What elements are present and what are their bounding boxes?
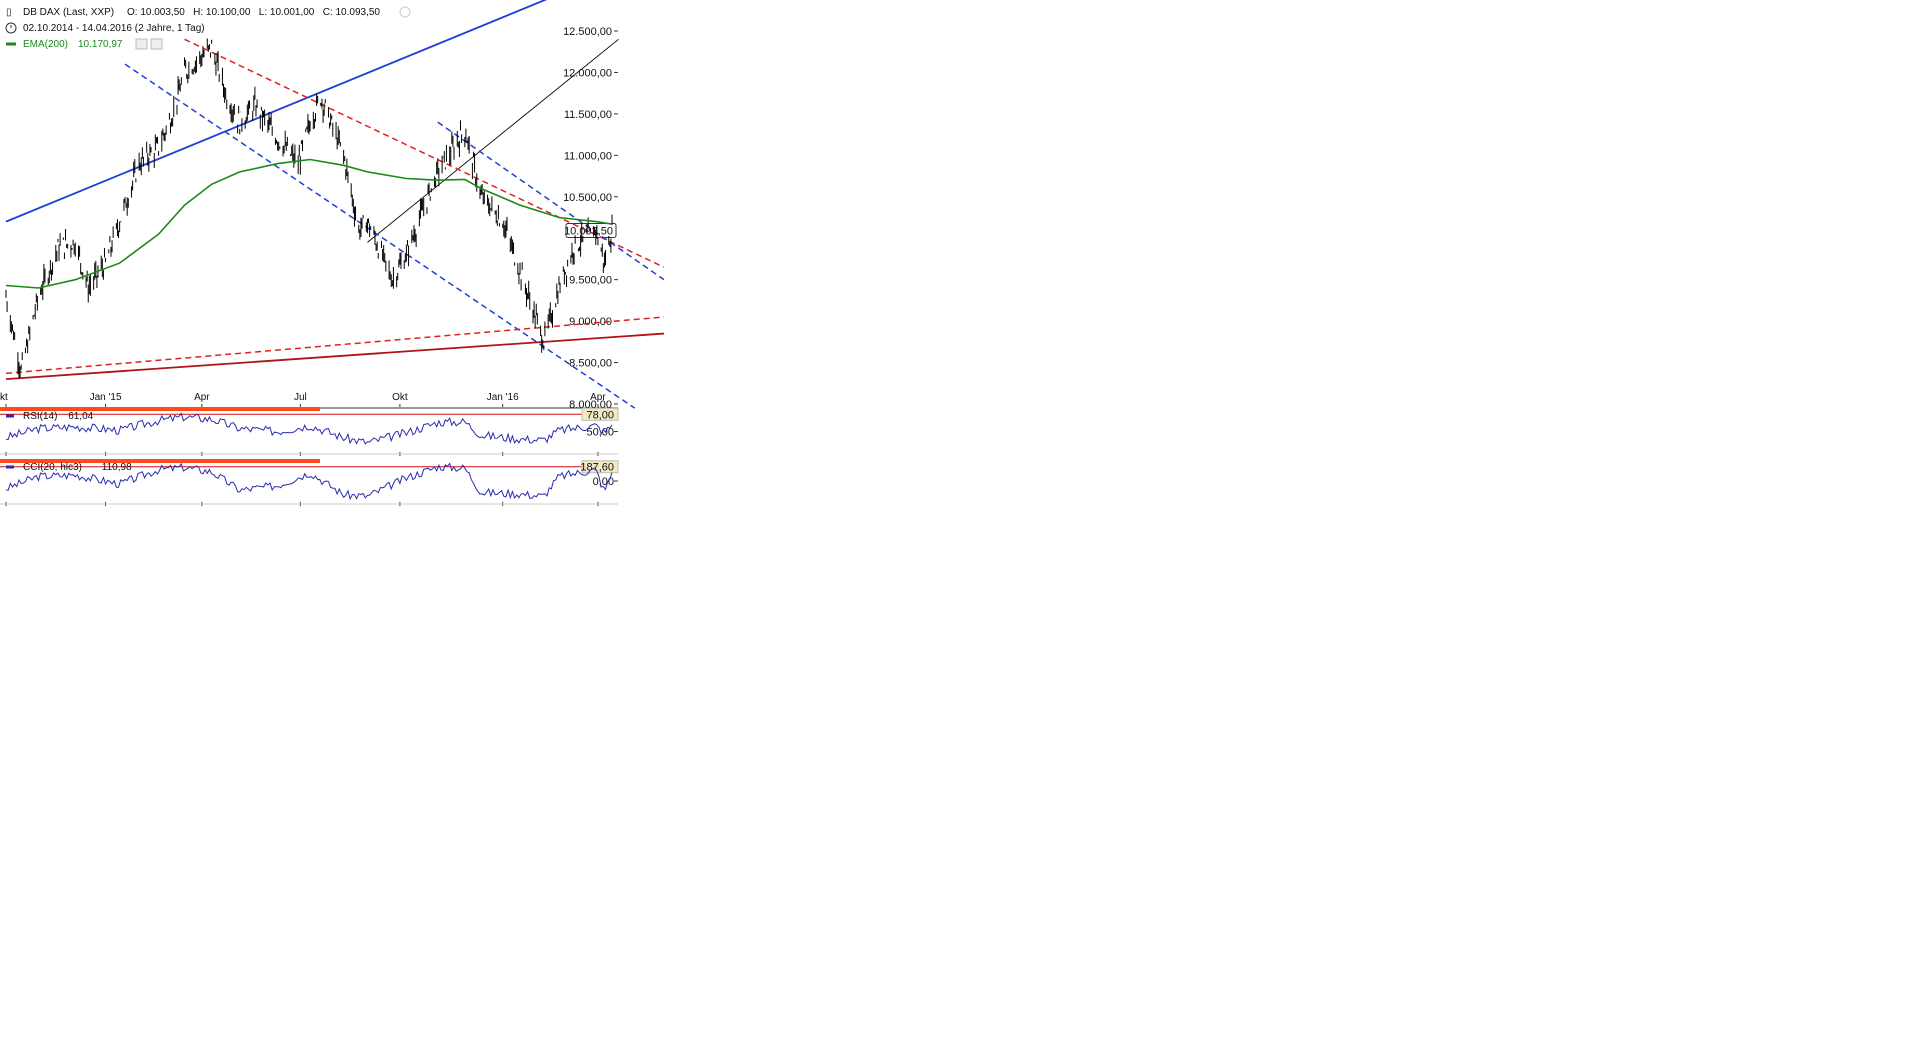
cci-axis-label: 187,60: [580, 462, 614, 474]
blue-dashed-upper: [437, 121, 665, 281]
y-tick-label: 8.500,00: [569, 358, 612, 370]
cci-axis-label: 0,00: [593, 476, 614, 488]
cci-signal-bar: [0, 459, 320, 463]
x-tick-label: Jan '16: [487, 392, 519, 403]
y-tick-label: 12.500,00: [563, 26, 612, 38]
dark-red-support: [5, 332, 665, 381]
red-dashed-lower: [5, 316, 665, 375]
y-tick-label: 11.000,00: [564, 150, 612, 162]
rsi-signal-bar: [0, 407, 320, 411]
y-tick-label: 9.500,00: [569, 275, 612, 287]
cci-line: [5, 462, 613, 501]
y-tick-label: 11.500,00: [564, 109, 612, 121]
price-panel: 12.500,00 12.000,00 11.500,00 11.000,00 10.5…: [0, 0, 665, 411]
black-trend-line: [367, 38, 619, 243]
rsi-line: [5, 412, 613, 445]
ema-legend-label: EMA(200): [23, 39, 68, 50]
cci-legend-label: CCI(20, hlc3): [23, 462, 82, 473]
range-label: 02.10.2014 - 14.04.2016 (2 Jahre, 1 Tag): [23, 23, 205, 34]
clock-icon: [5, 22, 17, 34]
y-tick-label: 12.000,00: [563, 67, 612, 79]
instrument-label: DB DAX (Last, XXP): [23, 7, 114, 18]
ema-line: [5, 158, 613, 289]
cci-legend-value: 110,98: [102, 462, 132, 473]
rsi-legend-label: RSI(14): [23, 411, 57, 422]
blue-dashed-lower: [124, 63, 636, 409]
y-tick-label: 9.000,00: [569, 316, 612, 328]
y-tick-label: 10.500,00: [563, 192, 612, 204]
x-tick-label: Jul: [294, 392, 307, 403]
x-tick-label: Apr: [194, 392, 210, 403]
ema-settings-icon[interactable]: [135, 38, 148, 50]
rsi-legend-value: 61,04: [68, 411, 93, 422]
cci-panel: 187,60 0,00 CCI(20, hlc3) 110,98: [0, 459, 619, 506]
ema-legend-value: 10.170,97: [78, 39, 123, 50]
ema-close-icon[interactable]: [150, 38, 163, 50]
rsi-axis-label: 78,00: [586, 409, 614, 421]
last-price-label: 10.093,50: [564, 225, 613, 237]
x-tick-label: Apr: [590, 392, 606, 403]
x-tick-label: kt: [0, 392, 8, 403]
settings-icon[interactable]: [399, 6, 411, 18]
last-price-box: [565, 222, 617, 238]
rsi-value-box: [581, 407, 619, 421]
x-tick-label: Jan '15: [90, 392, 122, 403]
candles-icon: ▯: [6, 7, 12, 18]
red-dashed-upper: [184, 38, 665, 268]
blue-trend-upper: [5, 0, 548, 223]
chart-header: ▯ DB DAX (Last, XXP) O: 10.003,50 H: 10.…: [5, 6, 411, 50]
ohlc-label: O: 10.003,50 H: 10.100,00 L: 10.001,00 C…: [127, 7, 380, 18]
x-tick-label: Okt: [392, 392, 408, 403]
